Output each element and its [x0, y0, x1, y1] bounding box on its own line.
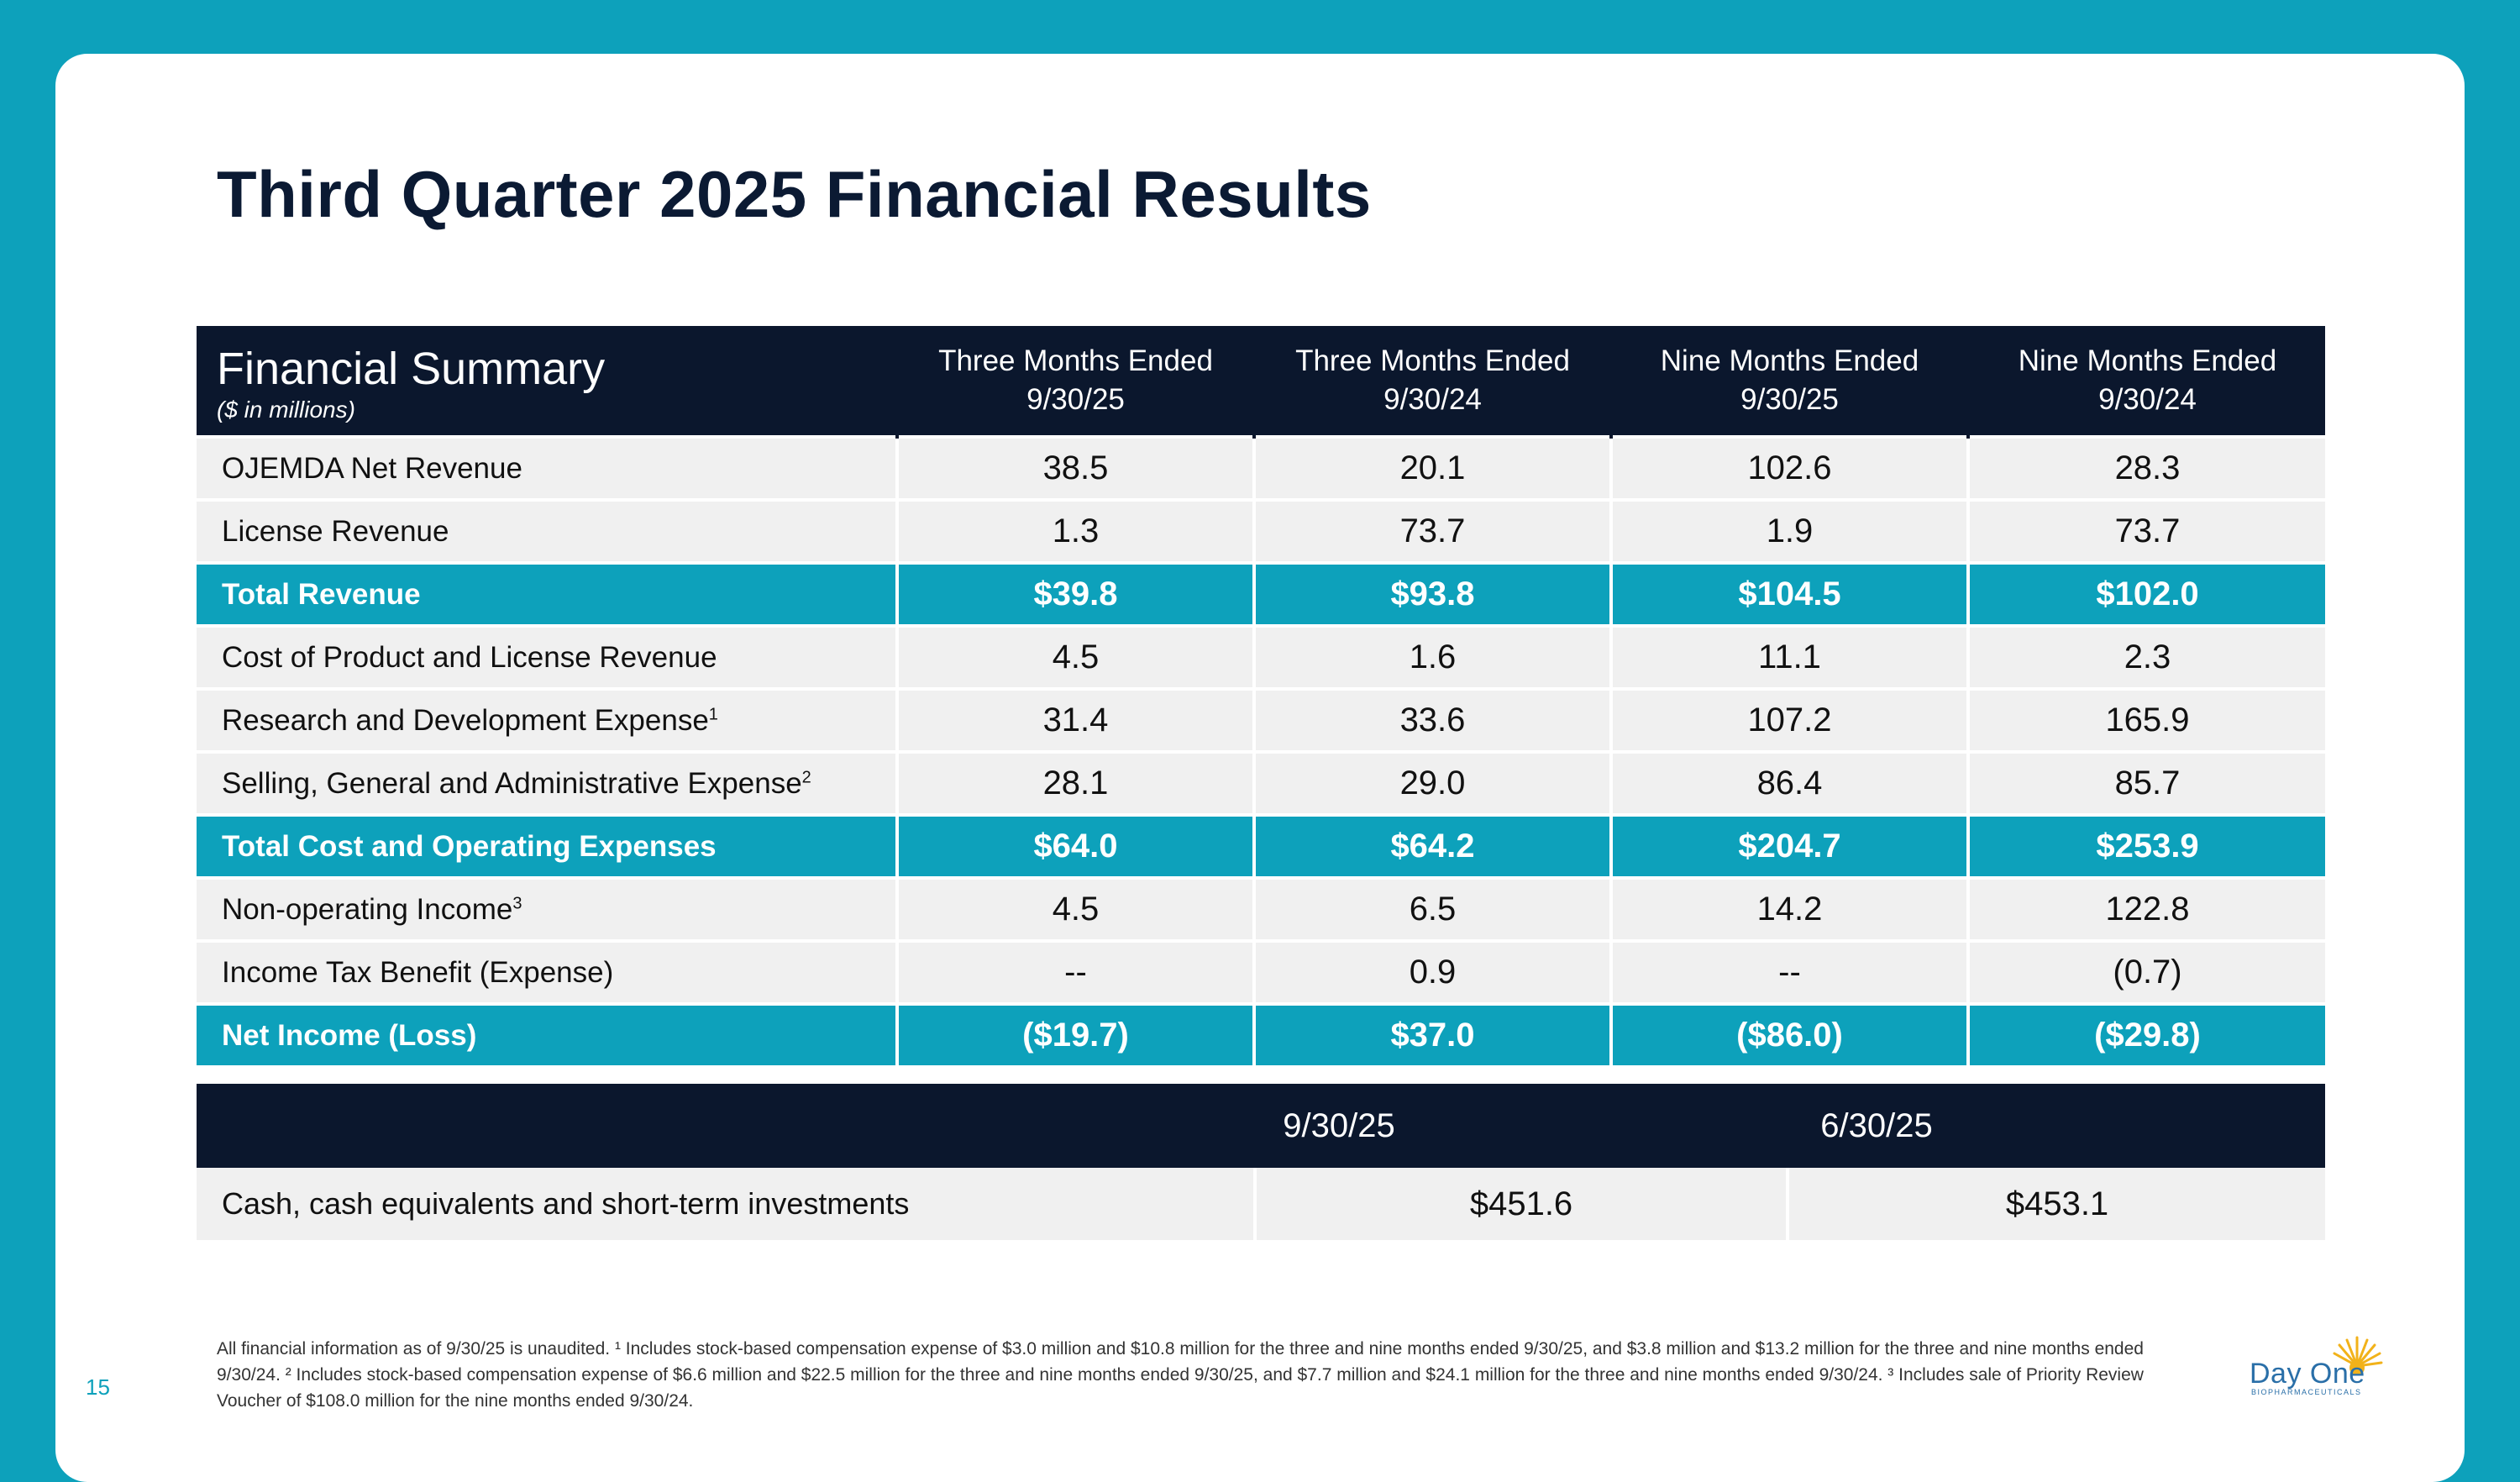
table-row: Selling, General and Administrative Expe… — [197, 750, 2325, 815]
cell-value: 1.3 — [895, 498, 1254, 563]
cash-date-header: 6/30/25 — [1820, 1107, 1933, 1144]
logo-name: Day One — [2250, 1358, 2365, 1390]
summary-heading: Financial Summary — [217, 344, 606, 394]
financial-summary-table: Financial Summary ($ in millions) Three … — [197, 326, 2325, 1065]
page-number: 15 — [86, 1374, 110, 1400]
cell-value: 11.1 — [1609, 624, 1968, 689]
total-row: Net Income (Loss) ($19.7) $37.0 ($86.0) … — [197, 1002, 2325, 1065]
cell-value: 73.7 — [1252, 498, 1611, 563]
logo-tagline: BIOPHARMACEUTICALS — [2251, 1388, 2362, 1396]
row-label: Cost of Product and License Revenue — [197, 624, 897, 689]
cell-value: 73.7 — [1966, 498, 2325, 563]
cash-date-header: 9/30/25 — [1283, 1107, 1395, 1144]
cell-value: 4.5 — [895, 876, 1254, 941]
cell-value: (0.7) — [1966, 939, 2325, 1004]
row-label: Selling, General and Administrative Expe… — [222, 766, 802, 800]
column-header: Three Months Ended 9/30/24 — [1252, 326, 1611, 437]
cell-value: 1.6 — [1252, 624, 1611, 689]
table-row: Non-operating Income3 4.5 6.5 14.2 122.8 — [197, 876, 2325, 941]
cell-value: 28.3 — [1966, 435, 2325, 500]
cell-value: $64.0 — [895, 813, 1254, 878]
cell-value: ($86.0) — [1609, 1002, 1968, 1065]
cell-value: 38.5 — [895, 435, 1254, 500]
cash-table: 9/30/25 6/30/25 Cash, cash equivalents a… — [197, 1084, 2325, 1240]
cell-value: 107.2 — [1609, 687, 1968, 752]
cash-label: Cash, cash equivalents and short-term in… — [197, 1168, 1255, 1240]
total-row: Total Revenue $39.8 $93.8 $104.5 $102.0 — [197, 561, 2325, 626]
row-label-cell: Non-operating Income3 — [197, 876, 897, 941]
column-header: Nine Months Ended 9/30/24 — [1966, 326, 2325, 437]
cell-value: 29.0 — [1252, 750, 1611, 815]
row-label-cell: Research and Development Expense1 — [197, 687, 897, 752]
table-row: Cost of Product and License Revenue 4.5 … — [197, 624, 2325, 689]
table-row: Research and Development Expense1 31.4 3… — [197, 687, 2325, 752]
footnote-marker: 3 — [512, 893, 522, 912]
cell-value: 31.4 — [895, 687, 1254, 752]
cash-header-row: 9/30/25 6/30/25 — [197, 1084, 2325, 1168]
company-logo: Day One BIOPHARMACEUTICALS — [2248, 1332, 2391, 1400]
cell-value: 33.6 — [1252, 687, 1611, 752]
cell-value: 165.9 — [1966, 687, 2325, 752]
table-row: Cash, cash equivalents and short-term in… — [197, 1168, 2325, 1240]
row-label: Net Income (Loss) — [197, 1002, 897, 1065]
cell-value: ($29.8) — [1966, 1002, 2325, 1065]
cell-value: $93.8 — [1252, 561, 1611, 626]
row-label: Income Tax Benefit (Expense) — [197, 939, 897, 1004]
row-label-cell: Selling, General and Administrative Expe… — [197, 750, 897, 815]
cell-value: $64.2 — [1252, 813, 1611, 878]
table-row: License Revenue 1.3 73.7 1.9 73.7 — [197, 498, 2325, 563]
row-label: OJEMDA Net Revenue — [197, 435, 897, 500]
cash-header-dates: 9/30/25 6/30/25 — [1255, 1084, 2325, 1168]
cell-value: -- — [895, 939, 1254, 1004]
sunburst-icon — [2333, 1336, 2383, 1375]
row-label: License Revenue — [197, 498, 897, 563]
footnote-marker: 1 — [708, 704, 718, 723]
summary-heading-cell: Financial Summary ($ in millions) — [197, 326, 897, 437]
column-header: Nine Months Ended 9/30/25 — [1609, 326, 1968, 437]
row-label: Total Cost and Operating Expenses — [197, 813, 897, 878]
cell-value: 4.5 — [895, 624, 1254, 689]
cell-value: 2.3 — [1966, 624, 2325, 689]
page-title: Third Quarter 2025 Financial Results — [217, 157, 1372, 231]
row-label: Research and Development Expense — [222, 703, 709, 737]
cell-value: $453.1 — [1786, 1168, 2325, 1240]
cell-value: $253.9 — [1966, 813, 2325, 878]
table-row: Income Tax Benefit (Expense) -- 0.9 -- (… — [197, 939, 2325, 1004]
cell-value: 20.1 — [1252, 435, 1611, 500]
cell-value: $451.6 — [1253, 1168, 1788, 1240]
cell-value: 6.5 — [1252, 876, 1611, 941]
cell-value: 0.9 — [1252, 939, 1611, 1004]
cell-value: $102.0 — [1966, 561, 2325, 626]
cell-value: 1.9 — [1609, 498, 1968, 563]
cell-value: $204.7 — [1609, 813, 1968, 878]
table-row: OJEMDA Net Revenue 38.5 20.1 102.6 28.3 — [197, 435, 2325, 500]
footnote-marker: 2 — [801, 767, 811, 786]
cell-value: 14.2 — [1609, 876, 1968, 941]
summary-units: ($ in millions) — [217, 397, 355, 423]
cell-value: $37.0 — [1252, 1002, 1611, 1065]
cell-value: $39.8 — [895, 561, 1254, 626]
cell-value: -- — [1609, 939, 1968, 1004]
cell-value: $104.5 — [1609, 561, 1968, 626]
row-label: Total Revenue — [197, 561, 897, 626]
footnote-text: All financial information as of 9/30/25 … — [217, 1339, 2144, 1411]
cell-value: 28.1 — [895, 750, 1254, 815]
total-row: Total Cost and Operating Expenses $64.0 … — [197, 813, 2325, 878]
column-header: Three Months Ended 9/30/25 — [895, 326, 1254, 437]
cell-value: 122.8 — [1966, 876, 2325, 941]
row-label: Non-operating Income — [222, 892, 513, 926]
cell-value: 102.6 — [1609, 435, 1968, 500]
cell-value: ($19.7) — [895, 1002, 1254, 1065]
cell-value: 85.7 — [1966, 750, 2325, 815]
cell-value: 86.4 — [1609, 750, 1968, 815]
cash-header-blank — [197, 1084, 1255, 1168]
table-header-row: Financial Summary ($ in millions) Three … — [197, 326, 2325, 437]
